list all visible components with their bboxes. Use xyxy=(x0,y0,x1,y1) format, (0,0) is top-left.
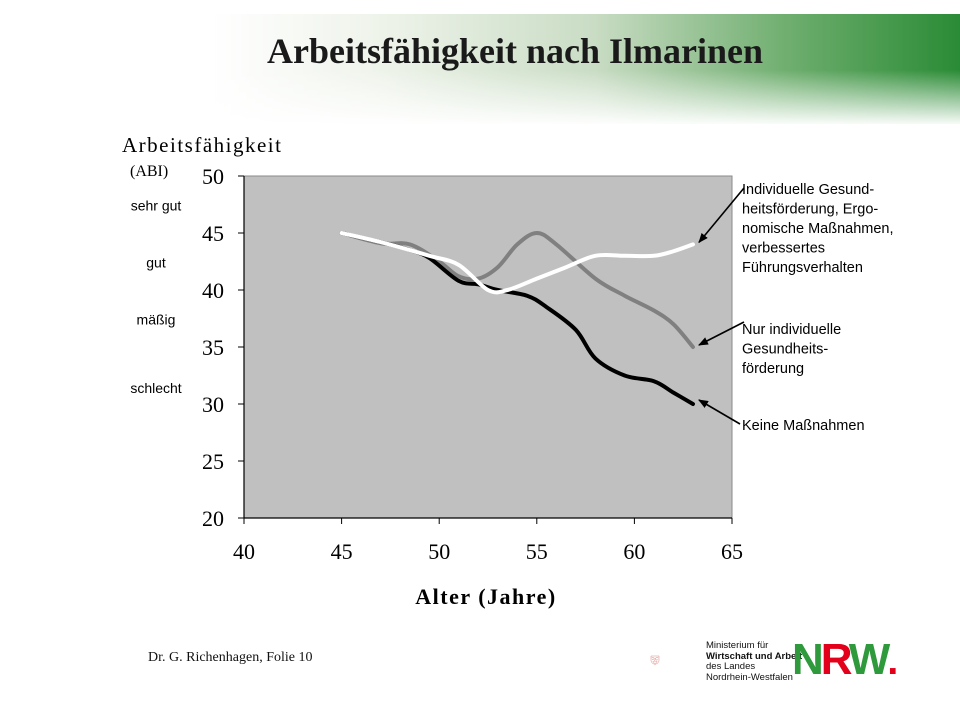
y-tick-label: 30 xyxy=(202,392,224,417)
annotation-label: nomische Maßnahmen, xyxy=(742,221,894,237)
y-tick-label: 20 xyxy=(202,506,224,531)
nrw-logo-dot: . xyxy=(887,639,898,683)
slide-title: Arbeitsfähigkeit nach Ilmarinen xyxy=(266,31,763,71)
series-line xyxy=(339,231,695,295)
y-axis-subtitle: (ABI) xyxy=(130,163,168,180)
y-tick-label: 25 xyxy=(202,449,224,474)
rating-label: gut xyxy=(146,255,166,271)
y-tick-label: 50 xyxy=(202,164,224,189)
ministry-line-3: des Landes xyxy=(706,661,756,672)
x-tick-label: 50 xyxy=(428,539,450,564)
x-tick-label: 40 xyxy=(233,539,255,564)
annotation-arrow xyxy=(698,187,745,244)
y-axis-title: Arbeitsfähigkeit xyxy=(122,133,282,157)
rating-label: schlecht xyxy=(130,380,181,396)
annotation-arrow xyxy=(698,399,741,425)
ministry-label: Ministerium für Wirtschaft und Arbeit de… xyxy=(706,640,803,683)
annotation-label: Individuelle Gesund- xyxy=(742,182,874,198)
x-tick-label: 60 xyxy=(623,539,645,564)
annotation-arrow xyxy=(698,321,745,346)
annotation-label: Keine Maßnahmen xyxy=(742,418,865,434)
y-tick-label: 45 xyxy=(202,221,224,246)
annotation-label: Führungsverhalten xyxy=(742,260,863,276)
x-tick-label: 55 xyxy=(526,539,548,564)
nrw-crest-icon xyxy=(650,655,660,665)
annotation-label: förderung xyxy=(742,361,804,377)
annotation-label: heitsförderung, Ergo- xyxy=(742,202,878,218)
nrw-logo-r: R xyxy=(820,635,852,684)
nrw-logo-w: W xyxy=(848,635,890,684)
ministry-line-2: Wirtschaft und Arbeit xyxy=(706,650,803,662)
rating-label: mäßig xyxy=(137,312,176,328)
y-tick-label: 40 xyxy=(202,278,224,303)
x-tick-label: 65 xyxy=(721,539,743,564)
ministry-line-1: Ministerium für xyxy=(706,640,769,651)
ministry-line-4: Nordrhein-Westfalen xyxy=(706,671,793,683)
nrw-logo-n: N xyxy=(792,635,824,684)
y-tick-label: 35 xyxy=(202,335,224,360)
footer-text: Dr. G. Richenhagen, Folie 10 xyxy=(148,650,313,665)
x-axis-title: Alter (Jahre) xyxy=(415,584,556,609)
x-tick-label: 45 xyxy=(331,539,353,564)
annotation-label: verbessertes xyxy=(742,241,825,257)
series-line xyxy=(339,231,695,349)
rating-label: sehr gut xyxy=(131,198,182,214)
annotation-label: Gesundheits- xyxy=(742,342,828,358)
annotation-label: Nur individuelle xyxy=(742,322,841,338)
plot-area xyxy=(243,175,733,519)
title-band-fade xyxy=(0,70,960,126)
nrw-logo: NRW. xyxy=(792,635,898,685)
